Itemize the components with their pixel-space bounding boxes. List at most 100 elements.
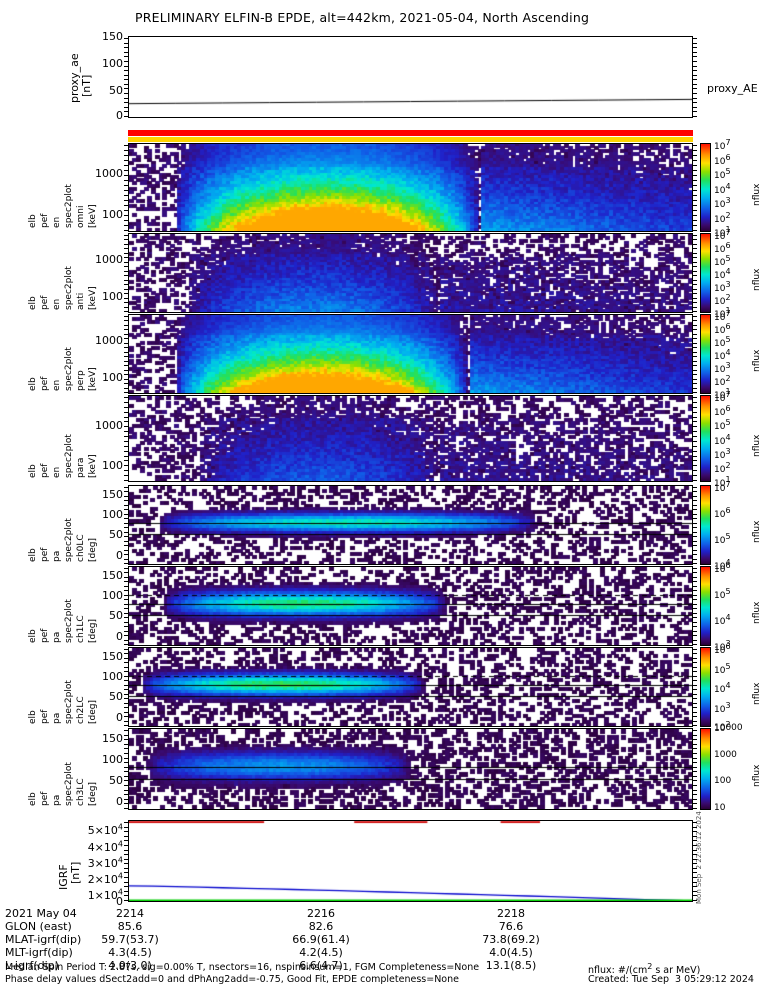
colorbar-gradient xyxy=(701,234,710,312)
axis-tick xyxy=(692,70,697,71)
axis-tick xyxy=(692,244,697,245)
axis-tick xyxy=(124,776,129,777)
axis-tick xyxy=(692,307,697,308)
label-pa-ch3lc-3: pa xyxy=(52,794,62,806)
axis-tick xyxy=(124,554,129,555)
axis-tick xyxy=(124,822,129,823)
xaxis-value-4-2: 13.1(8.5) xyxy=(485,959,537,972)
label-pa-ch2lc-5: ch2LC xyxy=(76,696,86,724)
axis-tick xyxy=(124,150,129,151)
axis-tick xyxy=(124,160,129,161)
axis-tick xyxy=(692,325,697,326)
axis-tick xyxy=(692,365,697,366)
label-en-perp-4: spec2plot xyxy=(64,347,74,391)
axis-tick xyxy=(124,608,129,609)
colorbar-gradient xyxy=(701,648,710,726)
axis-tick xyxy=(124,361,129,362)
label-en-para-2: pef xyxy=(40,463,50,478)
pa-ch3lc-ytick-2: 50 xyxy=(109,774,123,787)
label-en-perp-2: pef xyxy=(40,376,50,391)
proxy-ae-ytick-2: 50 xyxy=(109,84,123,97)
axis-tick xyxy=(124,262,129,263)
axis-tick xyxy=(692,577,697,578)
axis-tick xyxy=(124,863,129,864)
spectrogram-en-para xyxy=(129,396,692,481)
en-anti-ytick-1: 100 xyxy=(102,290,123,303)
en-para-ytick-1: 100 xyxy=(102,459,123,472)
spectrogram-pa-ch3lc xyxy=(129,729,692,809)
axis-tick xyxy=(692,352,697,353)
colorbar-0-tick-5: 102 xyxy=(714,210,731,225)
pa-ch3lc-ytick-1: 100 xyxy=(102,753,123,766)
axis-tick xyxy=(124,626,129,627)
axis-tick xyxy=(124,689,129,690)
spectrogram-pa-ch0lc xyxy=(129,486,692,564)
axis-tick xyxy=(124,465,129,466)
colorbar-3-label: nflux xyxy=(752,434,762,457)
axis-tick xyxy=(692,84,697,85)
axis-tick xyxy=(692,52,697,53)
axis-tick xyxy=(124,451,129,452)
axis-tick xyxy=(124,649,129,650)
xaxis-value-2-2: 73.8(69.2) xyxy=(482,933,540,946)
axis-tick xyxy=(124,84,129,85)
colorbar-gradient xyxy=(701,729,710,809)
axis-tick xyxy=(692,604,697,605)
proxy-ae-ytick-3: 0 xyxy=(116,109,123,122)
axis-tick xyxy=(692,827,697,828)
colorbar-4-tick-2: 105 xyxy=(714,532,731,546)
axis-tick xyxy=(692,155,697,156)
axis-tick xyxy=(692,868,697,869)
pa-ch0lc-ytick-2: 50 xyxy=(109,528,123,541)
axis-tick xyxy=(692,689,697,690)
xaxis-value-1-1: 82.6 xyxy=(308,920,334,933)
footer-line1: Median Spin Period T: 2.87s, sig=0.00% T… xyxy=(5,962,480,973)
proxy-ae-yunit: [nT] xyxy=(80,74,93,97)
axis-tick xyxy=(124,426,129,427)
axis-tick xyxy=(124,61,129,62)
axis-tick xyxy=(124,343,129,344)
colorbar-4-tick-3: 104 xyxy=(714,558,731,572)
axis-tick xyxy=(692,653,697,654)
colorbar-7-tick-1: 1000 xyxy=(714,749,737,760)
axis-tick xyxy=(692,748,697,749)
axis-tick xyxy=(692,762,697,763)
axis-tick xyxy=(124,831,129,832)
axis-tick xyxy=(692,635,697,636)
xaxis-value-0-2: 2218 xyxy=(497,907,525,920)
label-en-omni-5: omni xyxy=(76,205,86,228)
axis-tick xyxy=(692,572,697,573)
axis-tick xyxy=(124,581,129,582)
axis-tick xyxy=(124,617,129,618)
axis-tick xyxy=(692,421,697,422)
axis-tick xyxy=(692,93,697,94)
axis-tick xyxy=(124,622,129,623)
axis-tick xyxy=(692,253,697,254)
axis-tick xyxy=(692,509,697,510)
colorbar-3-tick-3: 104 xyxy=(714,432,731,447)
axis-tick xyxy=(692,744,697,745)
pa-ch0lc-ytick-3: 0 xyxy=(116,549,123,562)
label-en-omni-3: en xyxy=(52,216,62,228)
proxy-ae-trace xyxy=(129,37,692,117)
axis-tick xyxy=(124,790,129,791)
pa-ch1lc-ytick-1: 100 xyxy=(102,589,123,602)
axis-tick xyxy=(124,456,129,457)
colorbar-3-tick-1: 106 xyxy=(714,404,731,419)
axis-tick xyxy=(124,882,129,883)
colorbar-6-tick-3: 103 xyxy=(714,700,731,715)
label-pa-ch2lc-4: spec2plot xyxy=(64,680,74,724)
colorbar-4 xyxy=(700,485,711,565)
spectrogram-en-omni xyxy=(129,144,692,231)
axis-tick xyxy=(124,475,129,476)
axis-tick xyxy=(124,248,129,249)
pa-ch2lc-ytick-0: 150 xyxy=(102,650,123,663)
axis-tick xyxy=(692,541,697,542)
label-pa-ch3lc-4: spec2plot xyxy=(64,762,74,806)
axis-tick xyxy=(124,210,129,211)
axis-tick xyxy=(124,859,129,860)
axis-tick xyxy=(124,205,129,206)
axis-tick xyxy=(124,253,129,254)
axis-tick xyxy=(692,417,697,418)
axis-tick xyxy=(692,707,697,708)
